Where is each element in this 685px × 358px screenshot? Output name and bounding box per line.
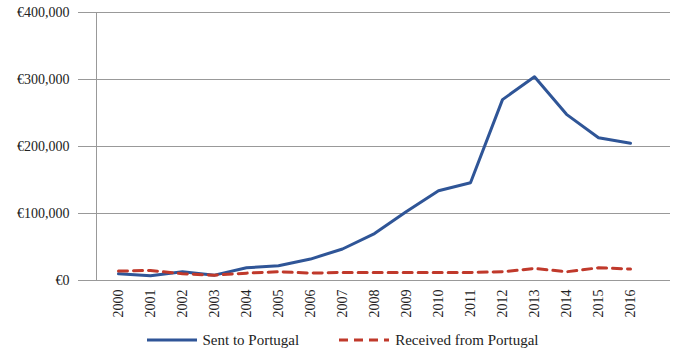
svg-text:2013: 2013 <box>527 290 542 318</box>
svg-text:2004: 2004 <box>239 290 254 318</box>
svg-text:2016: 2016 <box>623 290 638 318</box>
svg-text:€100,000: €100,000 <box>17 206 70 221</box>
html-text:Sent to Portugal: Sent to Portugal <box>202 331 300 348</box>
svg-text:2002: 2002 <box>175 290 190 318</box>
svg-text:2015: 2015 <box>591 290 606 318</box>
svg-text:2007: 2007 <box>335 290 350 318</box>
svg-text:€300,000: €300,000 <box>17 72 70 87</box>
svg-text:2009: 2009 <box>399 290 414 318</box>
svg-text:2005: 2005 <box>271 290 286 318</box>
svg-text:2012: 2012 <box>495 290 510 318</box>
html-text:Received from Portugal: Received from Portugal <box>395 331 539 348</box>
svg-text:€200,000: €200,000 <box>17 139 70 154</box>
svg-text:2011: 2011 <box>463 290 478 317</box>
svg-text:€0: €0 <box>56 273 70 288</box>
svg-text:2008: 2008 <box>367 290 382 318</box>
svg-text:2010: 2010 <box>431 290 446 318</box>
svg-text:2006: 2006 <box>303 290 318 318</box>
svg-text:2000: 2000 <box>111 290 126 318</box>
svg-text:2003: 2003 <box>207 290 222 318</box>
svg-text:2014: 2014 <box>559 290 574 318</box>
svg-text:€400,000: €400,000 <box>17 5 70 20</box>
svg-text:2001: 2001 <box>143 290 158 318</box>
